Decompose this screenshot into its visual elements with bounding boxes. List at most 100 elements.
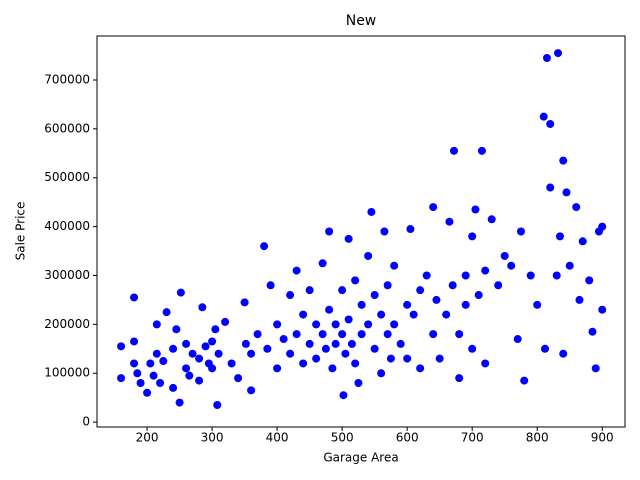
point — [370, 344, 379, 353]
point — [471, 205, 480, 214]
plot-area — [117, 49, 607, 410]
point — [442, 310, 451, 319]
point — [325, 305, 334, 314]
point — [117, 374, 126, 383]
point — [390, 261, 399, 270]
point — [357, 330, 366, 339]
point — [299, 359, 308, 368]
point — [598, 222, 607, 231]
point — [449, 146, 458, 155]
point — [474, 291, 483, 300]
point — [286, 291, 295, 300]
point — [403, 300, 412, 309]
point — [481, 266, 490, 275]
point — [494, 281, 503, 290]
point — [468, 232, 477, 241]
point — [455, 330, 464, 339]
chart-title: New — [346, 13, 377, 29]
point — [555, 232, 564, 241]
point — [513, 335, 522, 344]
point — [143, 388, 152, 397]
point — [377, 369, 386, 378]
y-tick-label: 300000 — [44, 268, 90, 282]
point — [461, 300, 470, 309]
point — [546, 183, 555, 192]
point — [182, 364, 191, 373]
y-tick-label: 600000 — [44, 121, 90, 135]
point — [461, 271, 470, 280]
y-tick-label: 100000 — [44, 366, 90, 380]
point — [305, 286, 314, 295]
point — [208, 337, 217, 346]
point — [477, 146, 486, 155]
point — [448, 281, 457, 290]
point — [383, 330, 392, 339]
axes-frame — [96, 35, 626, 428]
point — [429, 330, 438, 339]
point — [169, 344, 178, 353]
point — [585, 276, 594, 285]
point — [468, 344, 477, 353]
point — [546, 119, 555, 128]
point — [520, 376, 529, 385]
point — [273, 364, 282, 373]
point — [338, 286, 347, 295]
point — [318, 330, 327, 339]
point — [370, 291, 379, 300]
point — [347, 339, 356, 348]
point — [305, 339, 314, 348]
point — [182, 339, 191, 348]
point — [253, 330, 262, 339]
x-tick-label: 300 — [201, 431, 224, 445]
point — [516, 227, 525, 236]
point — [286, 349, 295, 358]
point — [247, 349, 256, 358]
point — [162, 308, 171, 317]
x-tick-label: 800 — [526, 431, 549, 445]
point — [136, 379, 145, 388]
point — [367, 207, 376, 216]
point — [169, 383, 178, 392]
point — [188, 349, 197, 358]
point — [575, 295, 584, 304]
point — [241, 339, 250, 348]
point — [247, 386, 256, 395]
point — [214, 349, 223, 358]
point — [117, 342, 126, 351]
point — [422, 271, 431, 280]
point — [406, 225, 415, 234]
point — [273, 320, 282, 329]
point — [552, 271, 561, 280]
point — [554, 49, 563, 58]
point — [325, 227, 334, 236]
x-tick-label: 600 — [396, 431, 419, 445]
point — [149, 371, 158, 380]
point — [542, 53, 551, 62]
y-tick-label: 400000 — [44, 219, 90, 233]
point — [357, 300, 366, 309]
point — [565, 261, 574, 270]
point — [559, 349, 568, 358]
point — [364, 320, 373, 329]
point — [292, 330, 301, 339]
point — [572, 203, 581, 212]
point — [429, 203, 438, 212]
point — [396, 339, 405, 348]
point — [130, 293, 139, 302]
point — [133, 369, 142, 378]
point — [526, 271, 535, 280]
point — [351, 359, 360, 368]
point — [578, 237, 587, 246]
point — [386, 354, 395, 363]
y-tick-label: 700000 — [44, 72, 90, 86]
point — [185, 371, 194, 380]
point — [156, 379, 165, 388]
point — [416, 364, 425, 373]
point — [588, 327, 597, 336]
point — [344, 315, 353, 324]
point — [279, 335, 288, 344]
point — [198, 303, 207, 312]
point — [380, 227, 389, 236]
point — [260, 242, 269, 251]
point — [146, 359, 155, 368]
